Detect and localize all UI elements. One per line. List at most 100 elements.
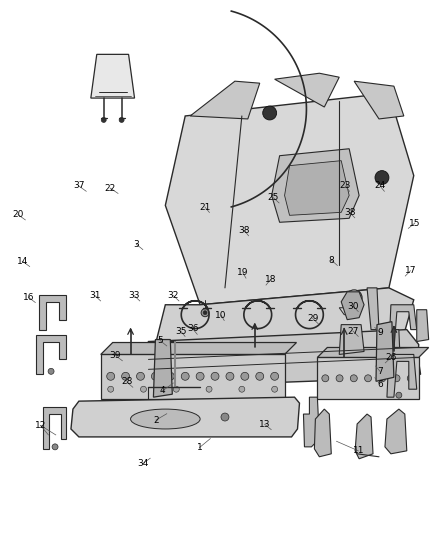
Circle shape (52, 444, 58, 450)
Circle shape (201, 309, 209, 317)
Text: 3: 3 (134, 240, 139, 249)
Text: 21: 21 (199, 203, 211, 212)
Text: 5: 5 (157, 336, 163, 345)
Text: 24: 24 (374, 182, 385, 190)
Circle shape (173, 386, 179, 392)
Polygon shape (91, 54, 134, 98)
Text: 34: 34 (137, 459, 148, 468)
Polygon shape (339, 325, 364, 354)
Text: 11: 11 (353, 446, 364, 455)
Polygon shape (101, 343, 297, 354)
Circle shape (196, 373, 204, 380)
Text: 37: 37 (73, 182, 85, 190)
Circle shape (108, 386, 114, 392)
Polygon shape (36, 335, 66, 374)
Circle shape (347, 345, 351, 350)
Polygon shape (304, 397, 319, 447)
Text: 32: 32 (168, 291, 179, 300)
Text: 17: 17 (405, 266, 416, 275)
Polygon shape (417, 310, 429, 342)
Circle shape (181, 373, 189, 380)
Circle shape (239, 386, 245, 392)
Circle shape (206, 386, 212, 392)
Circle shape (226, 373, 234, 380)
Circle shape (141, 386, 146, 392)
Polygon shape (389, 305, 417, 350)
Polygon shape (367, 288, 379, 329)
Text: 19: 19 (237, 268, 249, 277)
Polygon shape (314, 409, 331, 457)
Circle shape (48, 368, 54, 374)
Text: 9: 9 (377, 328, 383, 337)
Polygon shape (318, 348, 429, 358)
Polygon shape (43, 407, 66, 449)
Text: 39: 39 (110, 351, 121, 360)
Circle shape (407, 375, 414, 382)
Circle shape (272, 386, 278, 392)
Circle shape (263, 106, 277, 120)
Polygon shape (71, 397, 300, 437)
Text: 2: 2 (153, 416, 159, 425)
Polygon shape (138, 329, 419, 387)
Circle shape (101, 117, 106, 123)
Text: 10: 10 (215, 311, 227, 320)
Polygon shape (355, 414, 373, 459)
Polygon shape (275, 73, 339, 107)
Polygon shape (285, 160, 349, 215)
Text: 18: 18 (265, 275, 276, 284)
Text: 27: 27 (347, 327, 359, 336)
Text: 15: 15 (409, 219, 420, 228)
Polygon shape (354, 81, 404, 119)
Text: 26: 26 (385, 353, 396, 362)
Text: 23: 23 (339, 182, 351, 190)
Text: 16: 16 (23, 293, 34, 302)
Circle shape (396, 392, 402, 398)
Circle shape (107, 373, 115, 380)
Circle shape (122, 373, 130, 380)
Ellipse shape (131, 409, 200, 429)
Circle shape (166, 373, 174, 380)
Circle shape (203, 311, 207, 314)
Polygon shape (272, 149, 359, 222)
Polygon shape (101, 354, 285, 399)
Circle shape (345, 343, 353, 352)
Text: 12: 12 (35, 421, 46, 430)
Circle shape (211, 373, 219, 380)
Circle shape (364, 375, 371, 382)
Polygon shape (153, 340, 172, 397)
Polygon shape (160, 342, 178, 387)
Text: 22: 22 (105, 183, 116, 192)
Circle shape (256, 373, 264, 380)
Polygon shape (155, 288, 414, 344)
Polygon shape (359, 361, 421, 381)
Polygon shape (141, 382, 208, 397)
Text: 36: 36 (187, 325, 199, 334)
Text: 7: 7 (377, 367, 383, 376)
Text: 33: 33 (128, 291, 140, 300)
Polygon shape (39, 295, 66, 329)
Circle shape (346, 290, 362, 306)
Circle shape (241, 373, 249, 380)
Circle shape (336, 375, 343, 382)
Circle shape (221, 413, 229, 421)
Text: 20: 20 (12, 210, 24, 219)
Polygon shape (318, 358, 419, 399)
Text: 6: 6 (377, 379, 383, 389)
Text: 38: 38 (239, 226, 250, 235)
Text: 4: 4 (159, 386, 165, 395)
Circle shape (393, 375, 400, 382)
Circle shape (271, 373, 279, 380)
Circle shape (137, 373, 145, 380)
Text: 38: 38 (344, 208, 355, 217)
Circle shape (375, 171, 389, 184)
Text: 1: 1 (197, 443, 202, 452)
Text: 30: 30 (347, 302, 359, 311)
Polygon shape (385, 409, 407, 454)
Text: 28: 28 (121, 377, 132, 386)
Text: 8: 8 (328, 256, 334, 265)
Text: 13: 13 (259, 420, 270, 429)
Circle shape (350, 294, 358, 302)
Circle shape (119, 117, 124, 123)
Circle shape (350, 375, 357, 382)
Text: 29: 29 (307, 314, 318, 323)
